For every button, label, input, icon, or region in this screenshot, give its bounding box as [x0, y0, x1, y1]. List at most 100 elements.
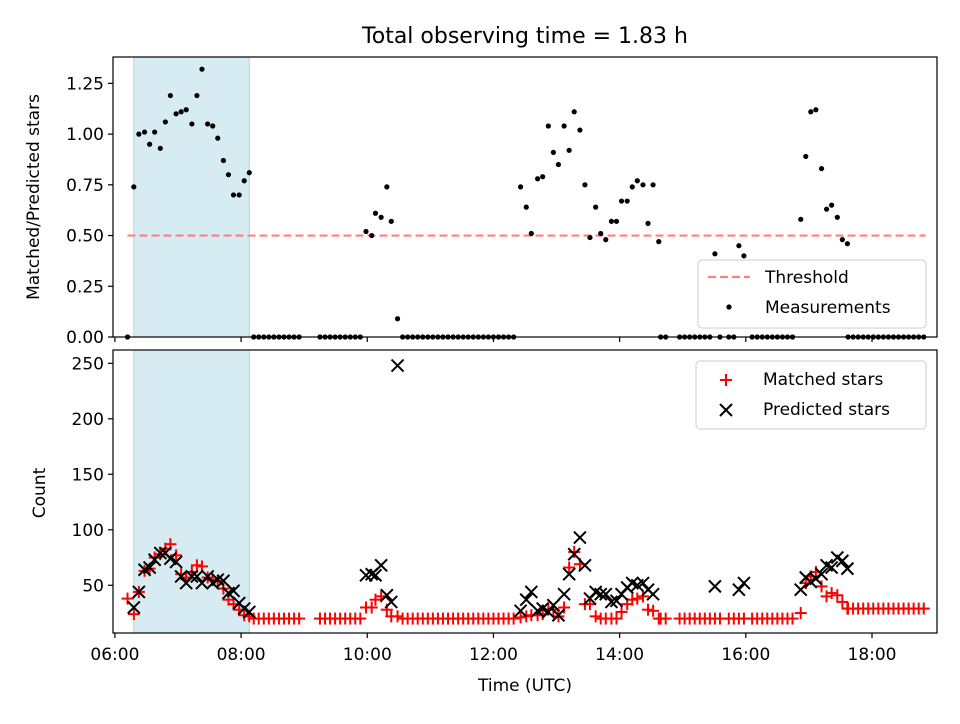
measurement-point — [523, 204, 529, 210]
matched-point — [563, 561, 576, 574]
matched-point — [631, 592, 644, 605]
measurement-point — [555, 161, 562, 168]
predicted-point-b — [594, 587, 608, 601]
highlight-span — [133, 349, 250, 634]
measurement-point — [189, 121, 195, 127]
predicted-point — [732, 583, 746, 597]
measurement-point — [829, 202, 835, 208]
predicted-point — [557, 587, 571, 601]
legend-measurement-swatch — [726, 304, 732, 310]
predicted-point — [573, 530, 587, 545]
measurement-point — [561, 123, 567, 129]
measurement-point — [528, 230, 534, 237]
measurement-point — [372, 210, 379, 216]
matched-point — [507, 612, 520, 625]
y-tick-label: 250 — [72, 354, 104, 374]
predicted-point-b — [636, 576, 650, 590]
measurement-point — [225, 172, 232, 178]
matched-point — [825, 587, 838, 600]
predicted-point — [737, 576, 751, 590]
predicted-point-b — [562, 567, 576, 581]
measurement-point — [136, 131, 142, 137]
legend-top: Threshold Measurements — [697, 259, 927, 329]
matched-point — [815, 580, 828, 593]
measurement-point — [613, 218, 620, 224]
predicted-point-b — [625, 576, 639, 590]
predicted-point-b — [819, 558, 834, 573]
measurement-point — [808, 109, 814, 115]
measurement-point — [624, 198, 630, 204]
predicted-point — [551, 608, 566, 622]
predicted-point — [567, 547, 581, 561]
measurement-point — [550, 149, 556, 155]
predicted-point-b — [557, 587, 571, 601]
measurement-point — [650, 182, 656, 188]
measurement-point — [131, 184, 137, 190]
measurement-point — [167, 92, 174, 99]
axes-frame — [112, 56, 938, 338]
legend-predicted-label: Predicted stars — [763, 400, 890, 420]
legend-matched-swatch — [720, 374, 732, 386]
predicted-point — [200, 569, 215, 584]
measurement-point — [241, 178, 247, 184]
measurement-point — [540, 174, 546, 180]
matched-point — [170, 549, 183, 562]
measurement-point — [587, 234, 593, 241]
predicted-point-b — [814, 567, 829, 581]
predicted-point — [794, 583, 808, 597]
measurement-point — [798, 216, 804, 222]
measurement-point — [363, 228, 369, 235]
matched-point — [354, 612, 367, 625]
y-axis-label-count: Count — [30, 467, 50, 518]
predicted-point — [127, 600, 141, 615]
predicted-point — [226, 584, 241, 598]
predicted-point — [519, 592, 533, 607]
predicted-point-b — [551, 608, 566, 622]
predicted-point-b — [578, 558, 592, 573]
predicted-point-b — [573, 530, 587, 545]
predicted-point-b — [368, 568, 383, 582]
measurement-point — [178, 109, 184, 115]
predicted-point-b — [599, 587, 613, 601]
measurement-point — [210, 123, 216, 129]
predicted-point — [541, 605, 556, 619]
predicted-point-b — [588, 585, 603, 599]
measurement-point — [384, 184, 390, 190]
y-tick-label: 1.25 — [66, 74, 104, 94]
predicted-point-b — [546, 598, 561, 612]
predicted-point — [840, 561, 855, 576]
x-tick-label: 08:00 — [217, 645, 266, 665]
measurement-point — [236, 192, 242, 198]
measurement-point — [535, 176, 541, 182]
predicted-point — [708, 579, 722, 594]
predicted-point-b — [163, 551, 178, 566]
matched-point — [121, 592, 134, 605]
predicted-point — [599, 587, 613, 601]
measurement-point — [571, 109, 577, 115]
y-tick-label: 1.00 — [66, 125, 104, 145]
x-tick-label: 06:00 — [90, 645, 139, 665]
measurement-point — [199, 66, 205, 72]
chart-title: Total observing time = 1.83 h — [361, 24, 688, 49]
predicted-point-b — [132, 585, 146, 599]
matched-point — [558, 601, 571, 614]
predicted-point-b — [390, 358, 405, 373]
predicted-point — [594, 587, 608, 601]
legend-bottom: Matched stars Predicted stars — [695, 360, 927, 430]
matched-point — [794, 607, 807, 620]
matched-point — [568, 545, 581, 558]
predicted-point-b — [524, 585, 539, 599]
predicted-point-b — [200, 569, 215, 584]
predicted-point-b — [535, 601, 550, 616]
count-panel: 50 100 150 200 250 06:00 08:00 10:00 12:00 14:00 1… — [72, 349, 938, 665]
predicted-point — [174, 569, 188, 584]
predicted-point — [636, 576, 650, 590]
measurement-point — [834, 214, 840, 220]
y-tick-label: 0.75 — [66, 176, 104, 196]
measurement-point — [215, 135, 221, 141]
matched-point — [293, 612, 306, 625]
measurement-point — [803, 153, 809, 160]
predicted-point — [380, 588, 394, 602]
predicted-point-b — [380, 588, 394, 602]
predicted-point-b — [732, 583, 746, 597]
